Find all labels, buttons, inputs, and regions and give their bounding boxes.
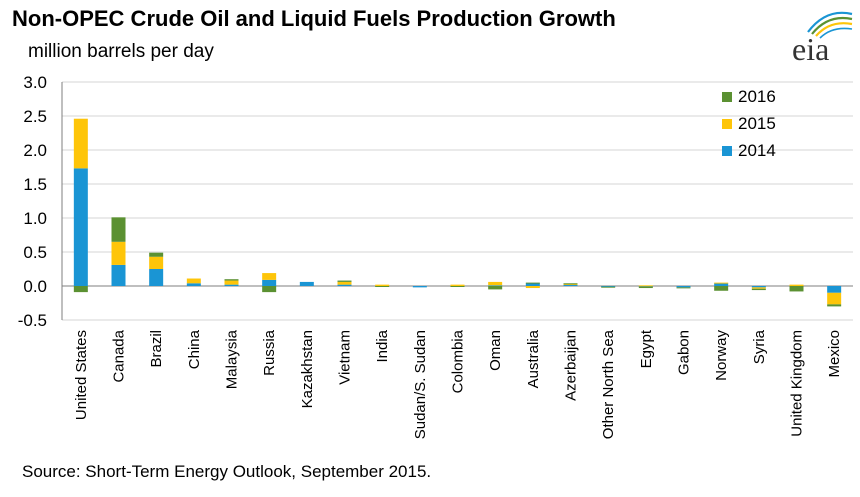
bar-2016 bbox=[488, 286, 503, 290]
bar-2016 bbox=[111, 217, 126, 242]
bar-2016 bbox=[525, 282, 540, 284]
chart-title: Non-OPEC Crude Oil and Liquid Fuels Prod… bbox=[12, 6, 616, 31]
x-tick-label: Oman bbox=[487, 330, 504, 371]
x-tick-label: Malaysia bbox=[224, 329, 241, 389]
bar-2015 bbox=[525, 286, 540, 289]
bar-2016 bbox=[73, 286, 88, 293]
source-note: Source: Short-Term Energy Outlook, Septe… bbox=[22, 462, 432, 481]
bar-2015 bbox=[224, 280, 239, 285]
eia-logo-icon: eia bbox=[792, 11, 853, 66]
bar-2016 bbox=[676, 287, 691, 289]
legend-swatch-2014 bbox=[722, 146, 732, 156]
bar-2015 bbox=[488, 281, 503, 286]
legend-label-2015: 2015 bbox=[738, 114, 776, 133]
bar-2016 bbox=[224, 279, 239, 281]
bar-2014 bbox=[601, 286, 616, 287]
legend-label-2016: 2016 bbox=[738, 87, 776, 106]
bar-2015 bbox=[337, 281, 352, 285]
y-tick-label: -0.5 bbox=[18, 311, 47, 330]
chart-subtitle: million barrels per day bbox=[28, 41, 214, 62]
x-tick-label: Other North Sea bbox=[600, 329, 617, 439]
bar-2014 bbox=[299, 281, 314, 286]
bar-2015 bbox=[149, 256, 164, 269]
x-tick-label: India bbox=[374, 329, 391, 362]
bar-2016 bbox=[337, 280, 352, 282]
bar-2014 bbox=[714, 283, 729, 286]
bar-2016 bbox=[789, 286, 804, 292]
x-tick-label: Australia bbox=[525, 329, 542, 388]
y-tick-label: 3.0 bbox=[23, 73, 47, 92]
x-tick-label: Azerbaijan bbox=[563, 330, 580, 401]
bar-2014 bbox=[751, 286, 766, 288]
y-tick-label: 2.5 bbox=[23, 107, 47, 126]
x-tick-label: United Kingdom bbox=[789, 330, 806, 437]
x-tick-label: Sudan/S. Sudan bbox=[412, 330, 429, 439]
bar-2015 bbox=[262, 273, 277, 280]
bar-2016 bbox=[601, 286, 616, 288]
y-tick-label: 2.0 bbox=[23, 141, 47, 160]
legend-swatch-2015 bbox=[722, 119, 732, 129]
bar-2014 bbox=[676, 286, 691, 288]
x-tick-label: Colombia bbox=[450, 329, 467, 393]
bar-2016 bbox=[638, 286, 653, 289]
bar-2016 bbox=[262, 286, 277, 293]
x-tick-label: Brazil bbox=[148, 330, 165, 368]
bar-2015 bbox=[111, 241, 126, 265]
bar-2016 bbox=[149, 252, 164, 257]
bar-2015 bbox=[827, 292, 842, 305]
bar-2015 bbox=[563, 283, 578, 285]
bar-2014 bbox=[149, 269, 164, 286]
bar-2015 bbox=[638, 285, 653, 287]
x-tick-label: Vietnam bbox=[337, 330, 354, 385]
bar-2014 bbox=[73, 168, 88, 286]
bar-2015 bbox=[73, 118, 88, 169]
bar-2016 bbox=[375, 286, 390, 287]
bar-2015 bbox=[186, 278, 201, 284]
x-tick-label: United States bbox=[73, 330, 90, 420]
bar-2014 bbox=[224, 284, 239, 286]
bar-2014 bbox=[111, 264, 126, 286]
x-tick-label: Egypt bbox=[638, 329, 655, 368]
x-tick-label: Syria bbox=[751, 329, 768, 364]
bar-2016 bbox=[563, 283, 578, 285]
bar-2015 bbox=[714, 282, 729, 284]
legend-swatch-2016 bbox=[722, 92, 732, 102]
bar-2015 bbox=[450, 284, 465, 286]
bar-2014 bbox=[563, 284, 578, 286]
bar-2014 bbox=[412, 286, 427, 288]
bar-2016 bbox=[827, 304, 842, 307]
bar-2014 bbox=[262, 279, 277, 286]
svg-text:eia: eia bbox=[792, 31, 829, 66]
x-tick-label: Mexico bbox=[826, 330, 843, 378]
bar-2016 bbox=[450, 286, 465, 287]
bar-2016 bbox=[751, 288, 766, 291]
bar-2014 bbox=[186, 283, 201, 286]
x-tick-label: Canada bbox=[111, 329, 128, 382]
y-tick-label: 1.5 bbox=[23, 175, 47, 194]
legend-label-2014: 2014 bbox=[738, 141, 776, 160]
bar-2014 bbox=[638, 286, 653, 287]
bar-2014 bbox=[525, 283, 540, 286]
bar-2016 bbox=[714, 286, 729, 291]
bar-2014 bbox=[488, 285, 503, 287]
bar-2015 bbox=[789, 284, 804, 286]
x-tick-label: Kazakhstan bbox=[299, 330, 316, 408]
y-tick-label: 0.0 bbox=[23, 277, 47, 296]
bar-2014 bbox=[337, 284, 352, 286]
bar-2015 bbox=[751, 287, 766, 289]
y-tick-label: 0.5 bbox=[23, 243, 47, 262]
x-tick-label: Gabon bbox=[676, 330, 693, 375]
bar-2015 bbox=[375, 284, 390, 286]
bar-2014 bbox=[827, 286, 842, 293]
x-tick-label: China bbox=[186, 329, 203, 369]
y-tick-label: 1.0 bbox=[23, 209, 47, 228]
x-tick-label: Russia bbox=[261, 329, 278, 376]
x-tick-label: Norway bbox=[713, 330, 730, 381]
